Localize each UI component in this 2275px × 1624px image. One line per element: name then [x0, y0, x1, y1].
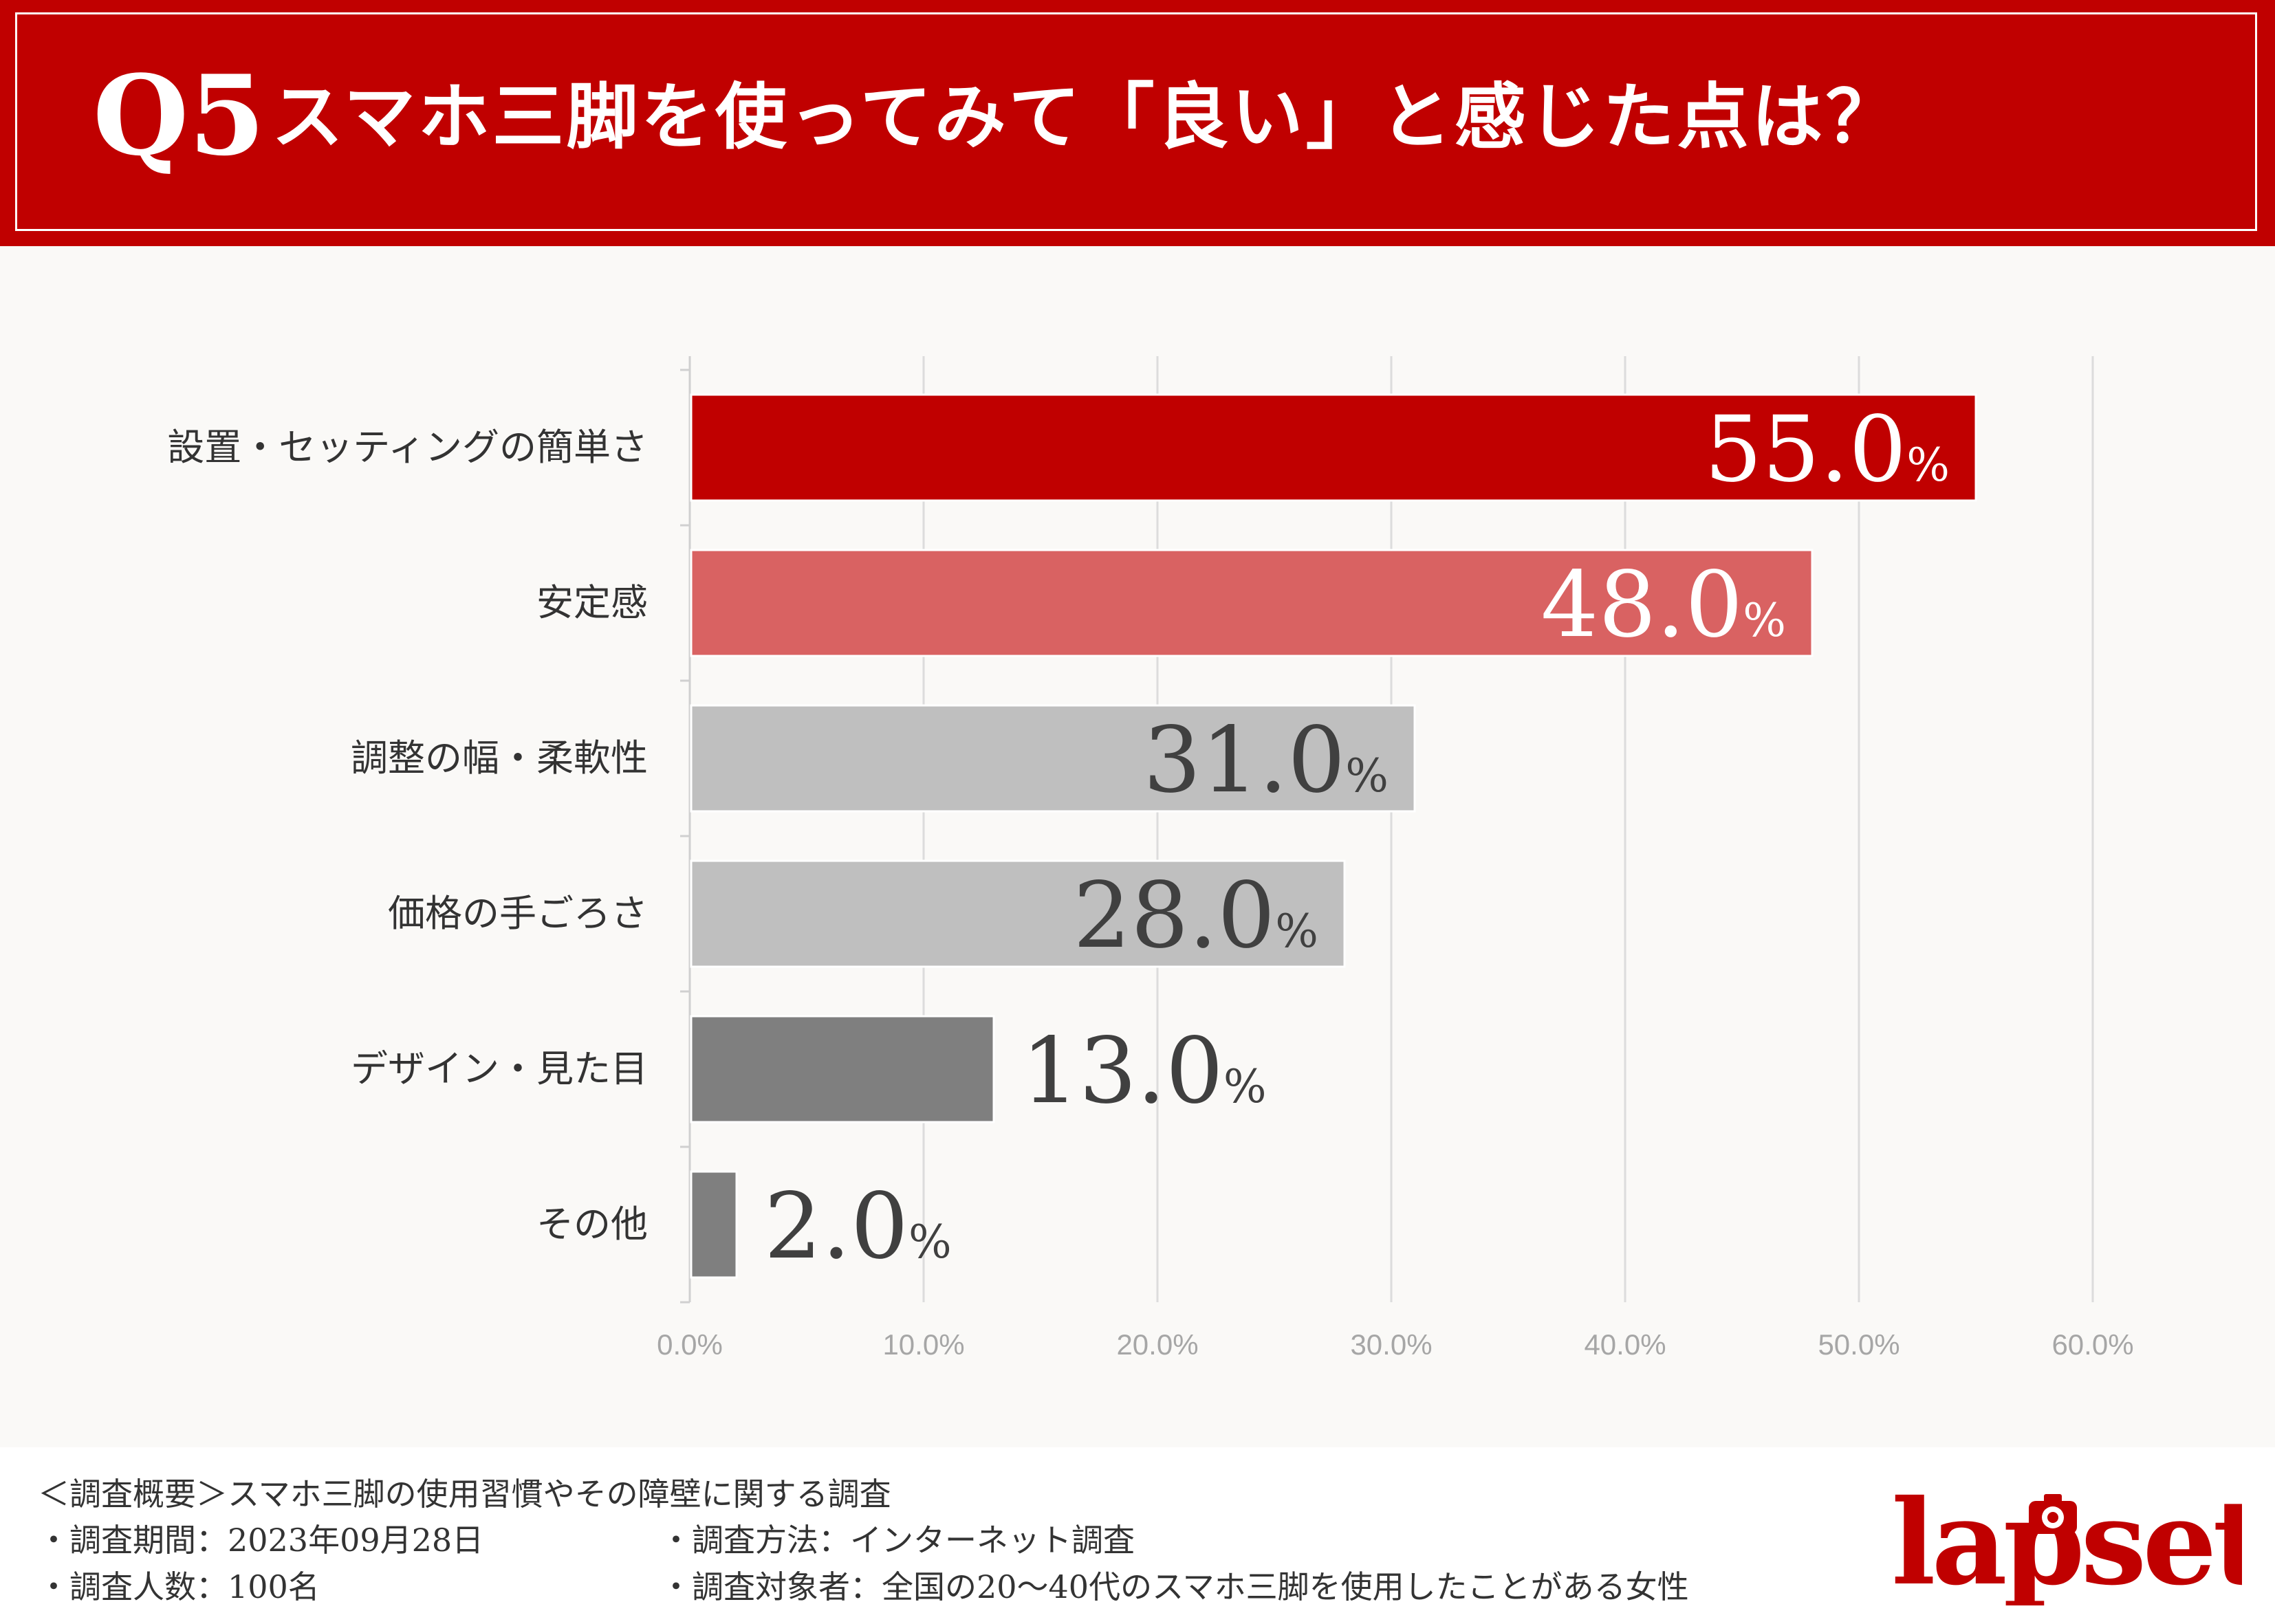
- bar-chart: 0.0% 10.0% 20.0% 30.0% 40.0% 50.0% 60.0% 設置・セッテ…: [167, 356, 2134, 1361]
- x-tick-label: 40.0%: [1584, 1328, 1666, 1361]
- header-banner: Q5 スマホ三脚を使ってみて「良い」と感じた点は？: [0, 0, 2275, 246]
- x-tick-label: 0.0%: [657, 1328, 723, 1361]
- survey-count: ・調査人数：100名: [38, 1568, 320, 1605]
- category-label: 価格の手ごろさ: [388, 892, 648, 935]
- survey-target: ・調査対象者：全国の20～40代のスマホ三脚を使用したことがある女性: [660, 1568, 1689, 1605]
- bar: [690, 704, 1416, 813]
- survey-period: ・調査期間：2023年09月28日: [38, 1522, 484, 1559]
- x-tick-label: 50.0%: [1818, 1328, 1900, 1361]
- value-label: 2.0%: [764, 1174, 952, 1280]
- category-label: 安定感: [536, 581, 648, 624]
- category-label: その他: [536, 1203, 648, 1246]
- bar: [690, 859, 1346, 968]
- survey-summary: ＜調査概要＞スマホ三脚の使用習慣やその障壁に関する調査: [38, 1475, 891, 1513]
- category-label: 調整の幅・柔軟性: [351, 736, 648, 780]
- x-tick-label: 60.0%: [2051, 1328, 2133, 1361]
- bar: [690, 1015, 995, 1123]
- value-label: 13.0%: [1021, 1018, 1267, 1124]
- survey-method: ・調査方法：インターネット調査: [660, 1522, 1135, 1559]
- bar: [690, 1170, 738, 1279]
- value-label: 55.0%: [1704, 397, 1950, 503]
- value-label: 48.0%: [1541, 552, 1786, 658]
- category-label: 設置・セッティングの簡単さ: [167, 426, 648, 469]
- x-tick-label: 30.0%: [1350, 1328, 1432, 1361]
- header-frame: [15, 12, 2257, 231]
- survey-footer: ＜調査概要＞スマホ三脚の使用習慣やその障壁に関する調査 ・調査期間：2023年0…: [0, 1447, 2275, 1624]
- value-label: 28.0%: [1073, 863, 1318, 969]
- svg-text:lapset: lapset: [1891, 1475, 2242, 1605]
- value-label: 31.0%: [1143, 707, 1389, 813]
- x-tick-label: 20.0%: [1116, 1328, 1198, 1361]
- question-title: スマホ三脚を使ってみて「良い」と感じた点は？: [272, 74, 1900, 159]
- bar: [690, 549, 1814, 657]
- question-number: Q5: [93, 51, 265, 180]
- x-tick-label: 10.0%: [882, 1328, 964, 1361]
- lapset-logo: lapset: [1891, 1475, 2242, 1605]
- bar: [690, 393, 1977, 502]
- category-label: デザイン・見た目: [351, 1047, 648, 1090]
